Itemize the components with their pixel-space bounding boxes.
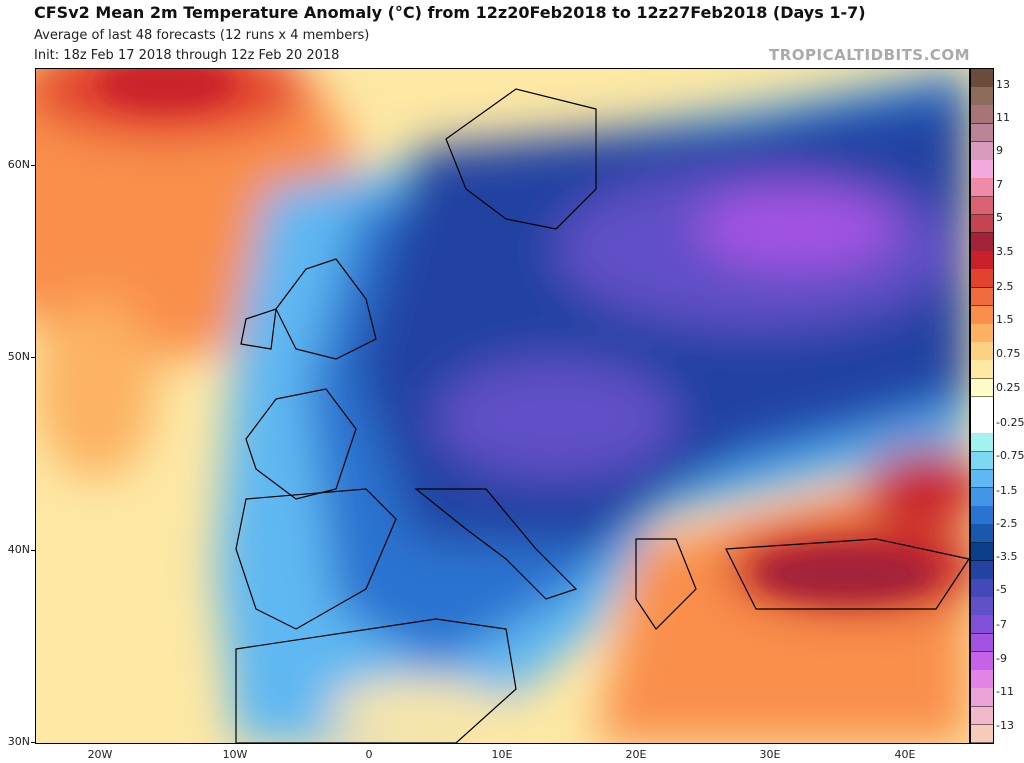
- colorbar-swatch: [971, 287, 993, 307]
- colorbar-swatch: [971, 396, 993, 416]
- colorbar-swatch: [971, 69, 993, 88]
- colorbar-label: 9: [996, 144, 1003, 157]
- lon-label: 20E: [625, 748, 647, 761]
- colorbar-swatch: [971, 415, 993, 434]
- colorbar-swatch: [971, 597, 993, 616]
- colorbar-swatch: [971, 342, 993, 361]
- colorbar-swatch: [971, 360, 993, 380]
- lon-label: 20W: [87, 748, 113, 761]
- colorbar-label: -0.25: [996, 416, 1024, 429]
- lon-label: 10W: [222, 748, 248, 761]
- colorbar-swatch: [971, 560, 993, 580]
- colorbar-swatch: [971, 724, 993, 744]
- colorbar-swatch: [971, 615, 993, 635]
- colorbar-label: -1.5: [996, 484, 1018, 497]
- colorbar-label: -13: [996, 719, 1014, 732]
- colorbar-swatch: [971, 324, 993, 343]
- brand-watermark: TROPICALTIDBITS.COM: [769, 46, 970, 64]
- colorbar-swatch: [971, 214, 993, 234]
- colorbar-swatch: [971, 469, 993, 489]
- colorbar-swatch: [971, 506, 993, 525]
- lat-label: 50N: [7, 350, 30, 363]
- colorbar-label: -11: [996, 685, 1014, 698]
- colorbar-label: 13: [996, 78, 1010, 91]
- colorbar-swatch: [971, 105, 993, 125]
- lat-label: 60N: [7, 158, 30, 171]
- colorbar-swatch: [971, 196, 993, 216]
- lon-label: 0: [365, 748, 373, 761]
- colorbar-label: 0.25: [996, 381, 1021, 394]
- lat-label: 30N: [7, 735, 30, 748]
- colorbar-label: -3.5: [996, 550, 1018, 563]
- lon-label: 30E: [759, 748, 781, 761]
- colorbar-swatch: [971, 141, 993, 161]
- colorbar-label: 2.5: [996, 280, 1014, 293]
- colorbar-swatch: [971, 451, 993, 471]
- coastlines: [235, 88, 969, 743]
- colorbar-label: -5: [996, 583, 1007, 596]
- colorbar-swatch: [971, 487, 993, 507]
- colorbar-swatch: [971, 706, 993, 726]
- colorbar-label: -7: [996, 618, 1007, 631]
- colorbar-label: 11: [996, 111, 1010, 124]
- colorbar-label: -0.75: [996, 449, 1024, 462]
- temperature-anomaly-map: [35, 68, 970, 744]
- colorbar-label: 3.5: [996, 245, 1014, 258]
- colorbar-swatch: [971, 269, 993, 289]
- anomaly-field: [36, 69, 969, 743]
- colorbar-swatch: [971, 123, 993, 143]
- colorbar-swatch: [971, 524, 993, 544]
- colorbar-swatch: [971, 378, 993, 398]
- lon-label: 10E: [491, 748, 513, 761]
- colorbar-label: 7: [996, 178, 1003, 191]
- colorbar-swatch: [971, 160, 993, 179]
- colorbar-swatch: [971, 633, 993, 653]
- chart-title: CFSv2 Mean 2m Temperature Anomaly (°C) f…: [34, 3, 866, 22]
- subtitle: Average of last 48 forecasts (12 runs x …: [34, 28, 370, 43]
- colorbar-swatch: [971, 651, 993, 671]
- colorbar-label: 1.5: [996, 313, 1014, 326]
- colorbar-swatch: [971, 670, 993, 689]
- colorbar-label: -9: [996, 652, 1007, 665]
- colorbar-swatch: [971, 579, 993, 598]
- colorbar-swatch: [971, 688, 993, 708]
- colorbar-swatch: [971, 305, 993, 325]
- colorbar-swatch: [971, 178, 993, 197]
- colorbar-swatch: [971, 87, 993, 106]
- colorbar-swatch: [971, 542, 993, 562]
- colorbar-label: -2.5: [996, 517, 1018, 530]
- lon-label: 40E: [894, 748, 916, 761]
- colorbar-swatch: [971, 232, 993, 252]
- lat-label: 40N: [7, 543, 30, 556]
- colorbar-swatch: [971, 433, 993, 453]
- colorbar-swatch: [971, 251, 993, 270]
- colorbar-label: 5: [996, 211, 1003, 224]
- init-text: Init: 18z Feb 17 2018 through 12z Feb 20…: [34, 48, 340, 63]
- colorbar: [970, 68, 994, 744]
- colorbar-label: 0.75: [996, 347, 1021, 360]
